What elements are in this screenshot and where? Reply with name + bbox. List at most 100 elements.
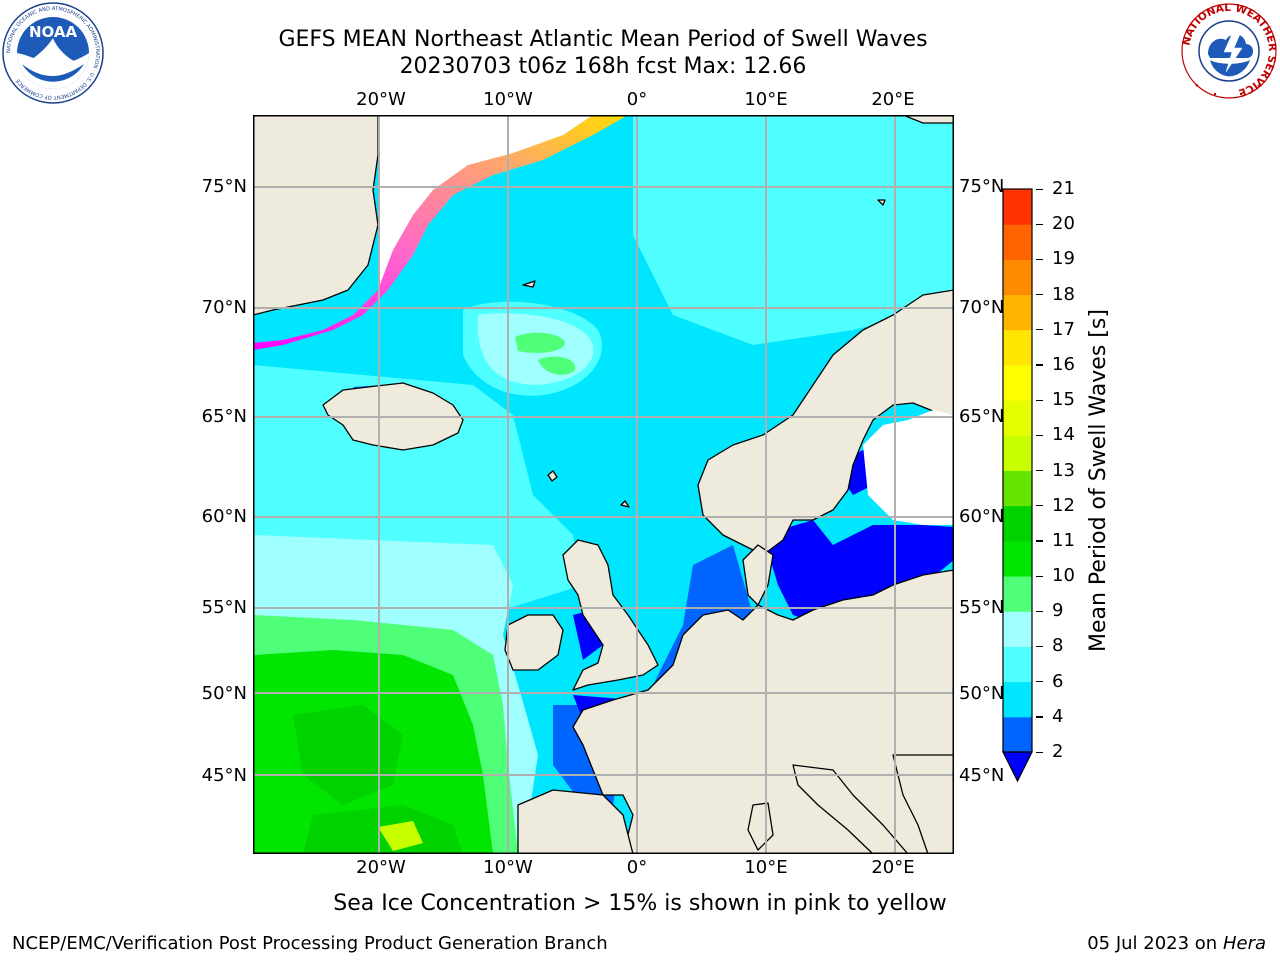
colorbar-tick-label: 14 (1052, 424, 1075, 446)
lon-label-top: 20°W (356, 89, 406, 110)
noaa-logo: NATIONAL OCEANIC AND ATMOSPHERIC ADMINIS… (2, 2, 104, 104)
map-panel (253, 115, 954, 854)
lon-label-bottom: 20°E (871, 857, 915, 878)
colorbar-bin (1003, 540, 1032, 577)
colorbar-tick-label: 11 (1052, 529, 1075, 551)
lon-label-top: 10°E (744, 89, 788, 110)
colorbar-tick-mark (1036, 470, 1043, 472)
colorbar-bin (1003, 189, 1032, 225)
colorbar-bin (1003, 576, 1032, 612)
colorbar-bin (1003, 716, 1032, 753)
chart-subtitle: 20230703 t06z 168h fcst Max: 12.66 (399, 54, 807, 79)
colorbar-bin (1003, 329, 1032, 366)
colorbar-tick-mark (1036, 399, 1043, 401)
colorbar-tick-mark (1036, 188, 1043, 190)
lat-label-right: 45°N (959, 765, 1005, 786)
colorbar-title: Mean Period of Swell Waves [s] (1086, 309, 1111, 652)
noaa-text: NOAA (29, 23, 78, 41)
lat-label-right: 75°N (959, 176, 1005, 197)
colorbar-tick-label: 21 (1052, 178, 1075, 199)
land-masses (253, 115, 954, 854)
lon-label-bottom: 10°E (744, 857, 788, 878)
footer-date: 05 Jul 2023 on Hera (1087, 933, 1266, 954)
sea-ice-note: Sea Ice Concentration > 15% is shown in … (333, 891, 947, 916)
lat-label-left: 45°N (201, 765, 247, 786)
gulf-of-bothnia (863, 410, 954, 525)
graticule (253, 115, 954, 854)
lat-label-left: 60°N (201, 506, 247, 527)
footer-date-text: 05 Jul 2023 on (1087, 933, 1223, 954)
colorbar-bin (1003, 646, 1032, 683)
colorbar-bin (1003, 470, 1032, 507)
colorbar-tick-label: 17 (1052, 318, 1075, 340)
colorbar-tick-label: 18 (1052, 283, 1075, 305)
lat-label-left: 75°N (201, 176, 247, 197)
colorbar-tick-mark (1036, 434, 1043, 436)
lon-label-bottom: 0° (626, 857, 648, 878)
colorbar-tick-mark (1036, 329, 1043, 331)
colorbar-tick-label: 16 (1052, 353, 1075, 375)
colorbar-tick-label: 12 (1052, 494, 1075, 516)
colorbar-tick-label: 13 (1052, 459, 1075, 481)
lat-label-left: 70°N (201, 297, 247, 318)
colorbar-tick-mark (1036, 223, 1043, 225)
colorbar-tick-label: 10 (1052, 565, 1075, 587)
colorbar-bin (1003, 259, 1032, 296)
footer-credit: NCEP/EMC/Verification Post Processing Pr… (12, 933, 608, 954)
iberia-land (517, 789, 634, 854)
colorbar-tick-mark (1036, 258, 1043, 261)
italy-land (792, 764, 909, 854)
colorbar-bin (1003, 435, 1032, 471)
colorbar-tick-label: 9 (1052, 600, 1064, 622)
colorbar-tick-label: 15 (1052, 389, 1075, 411)
footer-host: Hera (1222, 933, 1266, 954)
swell-12-13-region (378, 821, 423, 851)
colorbar-bin (1003, 400, 1032, 436)
map-frame (253, 115, 954, 854)
colorbar-tick-label: 4 (1052, 705, 1064, 727)
colorbar-underflow-arrow (1002, 751, 1033, 783)
lat-label-right: 70°N (959, 297, 1005, 318)
colorbar-tick-label: 2 (1052, 741, 1064, 762)
sea-ice-field (253, 115, 628, 350)
chart-title: GEFS MEAN Northeast Atlantic Mean Period… (278, 27, 928, 52)
colorbar-tick-mark (1036, 681, 1043, 683)
colorbar-bin (1003, 505, 1032, 542)
colorbar-bin (1003, 681, 1032, 718)
balkans-land (892, 754, 954, 854)
colorbar-tick-label: 6 (1052, 670, 1064, 692)
colorbar-tick-mark (1036, 575, 1043, 577)
lon-label-bottom: 20°W (356, 857, 406, 878)
europe-land (572, 569, 954, 854)
colorbar-tick-label: 20 (1052, 213, 1075, 235)
lat-label-right: 55°N (959, 597, 1005, 618)
colorbar-frame (1002, 188, 1033, 753)
lat-label-left: 50°N (201, 683, 247, 704)
colorbar (1002, 188, 1033, 783)
lat-label-left: 65°N (201, 406, 247, 427)
colorbar-tick-mark (1036, 364, 1043, 366)
colorbar-bin (1003, 611, 1032, 647)
colorbar-tick-mark (1036, 610, 1043, 612)
colorbar-bin (1003, 364, 1032, 401)
great-britain-land (562, 539, 659, 691)
lat-label-left: 55°N (201, 597, 247, 618)
lat-label-right: 65°N (959, 406, 1005, 427)
lat-label-right: 60°N (959, 506, 1005, 527)
colorbar-tick-mark (1036, 751, 1043, 753)
colorbar-bin (1003, 294, 1032, 331)
colorbar-tick-label: 19 (1052, 248, 1075, 270)
colorbar-tick-mark (1036, 505, 1043, 507)
colorbar-bin (1003, 224, 1032, 260)
lon-label-top: 10°W (483, 89, 533, 110)
colorbar-tick-mark (1036, 645, 1043, 648)
lon-label-top: 20°E (871, 89, 915, 110)
nws-logo: NATIONAL WEATHER SERVICE (1180, 2, 1278, 99)
lat-label-right: 50°N (959, 683, 1005, 704)
colorbar-tick-mark (1036, 294, 1043, 296)
lon-label-top: 0° (626, 89, 648, 110)
colorbar-tick-mark (1036, 716, 1043, 718)
lon-label-bottom: 10°W (483, 857, 533, 878)
colorbar-tick-label: 8 (1052, 635, 1064, 657)
svalbard-land (902, 115, 954, 124)
